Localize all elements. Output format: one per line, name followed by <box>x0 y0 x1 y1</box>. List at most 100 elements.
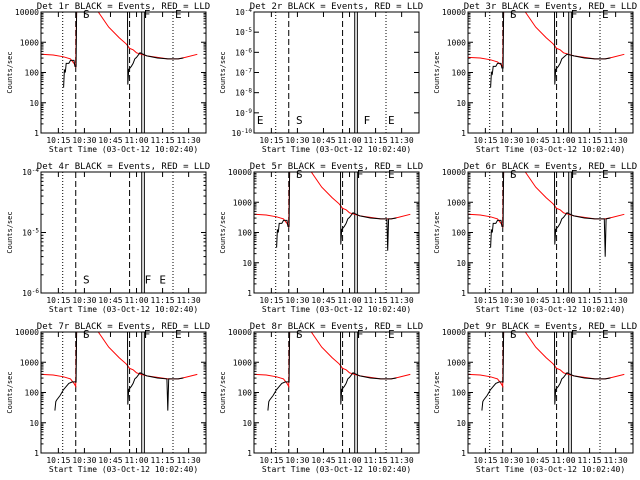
phase-marker: E <box>602 168 609 181</box>
x-tick-label: 11:30 <box>390 456 414 465</box>
x-tick-label: 10:45 <box>525 296 549 305</box>
detector-panel: Det 8r BLACK = Events, RED = LLD 10:15 10:… <box>219 322 423 474</box>
y-tick-label: 1 <box>34 449 39 458</box>
y-tick-label: 10 <box>456 419 466 428</box>
x-tick-label: 11:30 <box>604 296 628 305</box>
y-tick-label: 10-7 <box>235 68 252 78</box>
x-tick-label: 11:00 <box>551 456 575 465</box>
y-axis-label: Counts/sec <box>433 371 441 413</box>
y-tick-label: 1 <box>34 129 39 138</box>
y-tick-label: 10000 <box>442 328 466 337</box>
x-tick-label: 10:30 <box>285 136 309 145</box>
x-tick-label: 10:15 <box>46 296 70 305</box>
y-tick-label: 10-5 <box>235 27 252 37</box>
x-tick-label: 10:15 <box>259 136 283 145</box>
y-tick-label: 10-8 <box>235 88 252 98</box>
y-tick-label: 1000 <box>20 358 39 367</box>
x-tick-label: 11:15 <box>578 136 602 145</box>
y-axis-label: Counts/sec <box>433 211 441 253</box>
event-rate-line <box>63 12 184 88</box>
x-tick-label: 11:30 <box>177 456 201 465</box>
y-tick-label: 100 <box>25 389 40 398</box>
y-axis-label: Counts/sec <box>433 51 441 93</box>
plot-frame <box>467 331 634 454</box>
y-tick-label: 1 <box>247 449 252 458</box>
y-tick-label: 10 <box>29 99 39 108</box>
phase-marker: F <box>364 114 371 127</box>
plot-frame <box>253 331 420 454</box>
phase-marker: S <box>510 168 517 181</box>
phase-marker: E <box>159 274 166 287</box>
x-tick-label: 11:00 <box>337 296 361 305</box>
lld-rate-line <box>468 172 625 229</box>
panel-title: Det 8r BLACK = Events, RED = LLD <box>250 322 423 332</box>
x-tick-label: 10:45 <box>525 456 549 465</box>
x-tick-label: 10:30 <box>499 136 523 145</box>
phase-marker: E <box>175 328 182 341</box>
y-axis-label: Counts/sec <box>219 211 227 253</box>
lld-rate-line <box>254 172 411 229</box>
x-tick-label: 10:15 <box>473 136 497 145</box>
x-tick-label: 10:45 <box>311 296 335 305</box>
phase-marker: F <box>571 168 578 181</box>
x-tick-label: 11:15 <box>151 456 175 465</box>
lld-rate-line <box>254 332 411 389</box>
phase-marker: F <box>571 328 578 341</box>
y-tick-label: 1 <box>461 289 466 298</box>
plot-frame <box>40 331 207 454</box>
x-tick-label: 11:00 <box>124 456 148 465</box>
x-tick-label: 11:30 <box>390 136 414 145</box>
x-tick-label: 10:15 <box>46 136 70 145</box>
phase-marker: S <box>83 328 90 341</box>
y-axis-label: Counts/sec <box>6 371 14 413</box>
x-tick-label: 10:45 <box>525 136 549 145</box>
y-axis-label: Counts/sec <box>6 51 14 93</box>
event-rate-line <box>490 172 611 257</box>
x-tick-label: 10:30 <box>285 456 309 465</box>
x-axis-label: Start Time (03-Oct-12 10:02:40) <box>476 465 625 474</box>
phase-marker: F <box>357 168 364 181</box>
phase-marker: S <box>510 8 517 21</box>
x-tick-label: 11:00 <box>551 136 575 145</box>
x-tick-label: 11:30 <box>177 296 201 305</box>
phase-marker: F <box>145 274 152 287</box>
y-tick-label: 10000 <box>15 328 39 337</box>
y-tick-label: 10000 <box>228 328 252 337</box>
y-axis-label: Counts/sec <box>6 211 14 253</box>
y-tick-label: 10 <box>29 419 39 428</box>
y-tick-label: 10-10 <box>232 128 253 138</box>
y-tick-label: 10 <box>456 259 466 268</box>
y-tick-label: 100 <box>452 69 467 78</box>
y-axis-label: Counts/sec <box>219 51 227 93</box>
phase-marker: E <box>388 328 395 341</box>
x-tick-label: 10:15 <box>259 456 283 465</box>
y-tick-label: 10000 <box>442 8 466 17</box>
y-tick-label: 1000 <box>447 198 466 207</box>
y-tick-label: 1000 <box>447 358 466 367</box>
y-tick-label: 10-5 <box>22 228 39 238</box>
y-tick-label: 10-4 <box>235 7 252 17</box>
y-tick-label: 1 <box>247 289 252 298</box>
x-tick-label: 11:30 <box>390 296 414 305</box>
x-tick-label: 10:45 <box>311 136 335 145</box>
y-tick-label: 100 <box>238 229 253 238</box>
phase-marker: E <box>388 168 395 181</box>
lld-rate-line <box>468 332 625 389</box>
x-tick-label: 11:30 <box>177 136 201 145</box>
phase-marker: F <box>571 8 578 21</box>
phase-marker: E <box>388 114 395 127</box>
x-axis-label: Start Time (03-Oct-12 10:02:40) <box>476 145 625 154</box>
x-tick-label: 10:30 <box>72 456 96 465</box>
event-rate-line <box>276 172 397 251</box>
x-axis-label: Start Time (03-Oct-12 10:02:40) <box>49 305 198 314</box>
x-tick-label: 10:30 <box>285 296 309 305</box>
x-axis-label: Start Time (03-Oct-12 10:02:40) <box>262 465 411 474</box>
x-tick-label: 10:45 <box>98 456 122 465</box>
y-tick-label: 1000 <box>233 358 252 367</box>
x-tick-label: 11:00 <box>337 456 361 465</box>
